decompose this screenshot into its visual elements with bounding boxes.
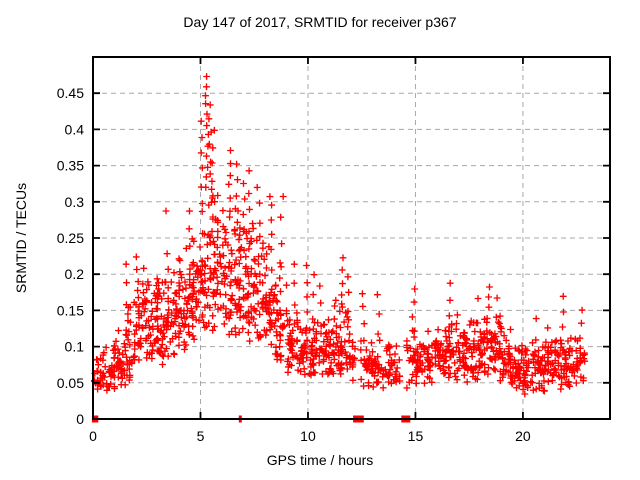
y-tick-label: 0.4 [65, 121, 85, 137]
y-tick-label: 0.05 [57, 375, 84, 391]
y-tick-label: 0.15 [57, 302, 84, 318]
y-tick-label: 0.25 [57, 230, 84, 246]
y-tick-label: 0.45 [57, 85, 84, 101]
chart-title: Day 147 of 2017, SRMTID for receiver p36… [183, 14, 457, 30]
y-tick-label: 0.2 [65, 266, 85, 282]
y-tick-label: 0.35 [57, 158, 84, 174]
x-tick-label: 5 [197, 428, 205, 444]
y-tick-label: 0.1 [65, 339, 85, 355]
grid-lines [93, 57, 610, 419]
x-tick-label: 10 [300, 428, 316, 444]
scatter-points [90, 73, 589, 398]
y-tick-label: 0.3 [65, 194, 85, 210]
x-tick-label: 20 [515, 428, 531, 444]
x-axis-label: GPS time / hours [266, 452, 374, 468]
x-tick-label: 0 [89, 428, 97, 444]
x-tick-label: 15 [408, 428, 424, 444]
y-tick-label: 0 [76, 411, 84, 427]
tick-labels: 0 5 10 15 20 0 0.05 0.1 0.15 0.2 0.25 0.3 0.35 0.4 0.4… [57, 85, 531, 444]
plot-border-and-ticks [92, 56, 611, 420]
